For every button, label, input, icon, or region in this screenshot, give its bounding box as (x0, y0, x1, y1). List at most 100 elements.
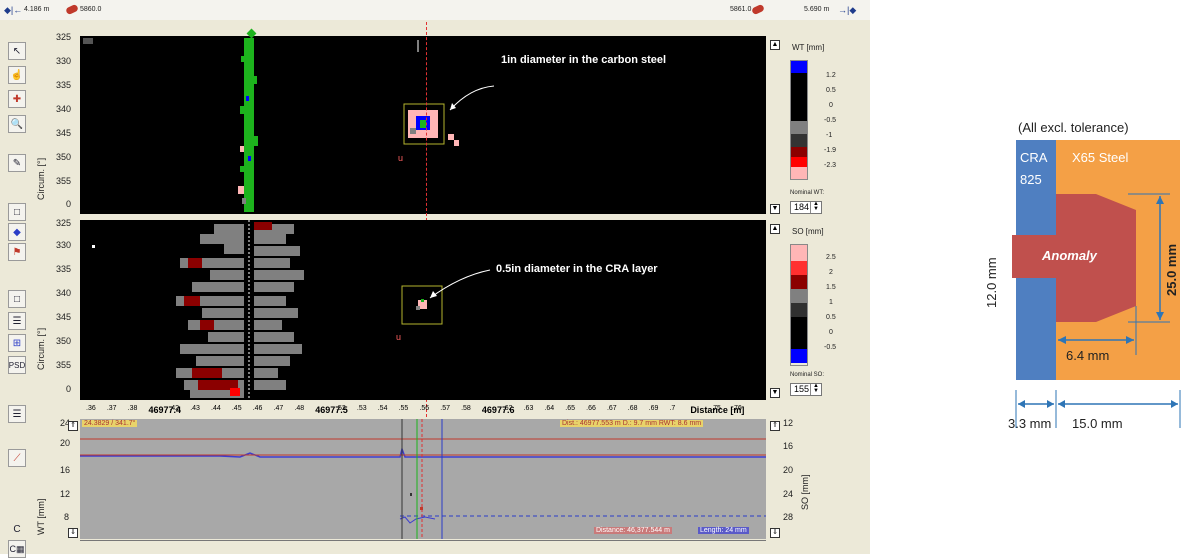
distance-tick: .75 (711, 405, 721, 412)
left-arrow-icon[interactable]: ◆|← (4, 5, 23, 15)
hand-select-icon[interactable]: ☝ (8, 66, 26, 84)
profile-plot-svg (80, 419, 766, 539)
right-distance-label: 5.690 m (804, 6, 830, 13)
so-defect-box[interactable] (401, 285, 443, 325)
wt-defect (408, 110, 459, 146)
flag-icon[interactable]: ⚑ (8, 243, 26, 261)
right-arrow-icon[interactable]: →|◆ (838, 5, 857, 15)
distance-tick: 46977.4 (148, 405, 182, 415)
rect-icon[interactable]: □ (8, 203, 26, 221)
wt-nominal-spinner[interactable]: 184 ▲ ▼ (790, 201, 822, 214)
split-icon[interactable]: ☰ (8, 312, 26, 330)
wt-legend-swatch (791, 73, 807, 121)
left-marker-icon (65, 3, 79, 16)
grid-icon[interactable]: ⊞ (8, 334, 26, 352)
so-scroll-down-icon[interactable]: ▼ (770, 388, 780, 398)
dim-height-left: 12.0 mm (984, 257, 999, 308)
line-tool-icon[interactable]: ⟋ (8, 449, 26, 467)
distance-tick: .76 (732, 405, 742, 412)
diamond-icon[interactable]: ◆ (8, 223, 26, 241)
left-toolbar: ↖ ☝ ✚ 🔍 ✎ □ ◆ ⚑ □ ☰ ⊞ PSD ☰ ⟋ C C▦ (0, 20, 34, 558)
wt-profile-line (80, 446, 766, 458)
so-nominal-value: 155 (793, 384, 809, 394)
wt-legend-bar (790, 60, 808, 180)
left-marker-label: 5860.0 (80, 6, 102, 13)
so-legend-swatch (791, 349, 807, 363)
wt-nominal-label: Nominal WT: (790, 190, 825, 196)
layout-icon[interactable]: ☰ (8, 405, 26, 423)
profile-left-scroll-up-icon[interactable]: ⇑ (68, 421, 78, 431)
distance-tick: .7 (669, 405, 676, 412)
distance-tick: .57 (440, 405, 450, 412)
so-legend-swatch (791, 317, 807, 349)
profile-scroll-up-icon[interactable]: ⇑ (770, 421, 780, 431)
wt-annotation: 1in diameter in the carbon steel (501, 54, 667, 66)
so-legend-swatch (791, 289, 807, 303)
distance-tick: .66 (586, 405, 596, 412)
distance-tick: .48 (294, 405, 305, 412)
wt-defect-box[interactable] (403, 103, 445, 145)
profile-plot[interactable]: 24.3829 / 341.7° Dist.: 46977.553 m D.: … (80, 419, 766, 539)
so-legend-title: SO [mm] (792, 227, 824, 236)
distance-tick: .52 (336, 405, 346, 412)
wt-legend-swatch (791, 121, 807, 134)
distance-tick: .65 (565, 405, 576, 412)
annotate-icon[interactable]: ✎ (8, 154, 26, 172)
bottom-ruler (80, 540, 766, 553)
distance-tick: .58 (461, 405, 471, 412)
length-readout: Length: 24 mm (698, 527, 749, 534)
spinner-arrows-icon[interactable]: ▲ ▼ (810, 383, 821, 395)
diagram-header: (All excl. tolerance) (1018, 120, 1129, 135)
right-marker-label: 5861.0 (730, 6, 752, 13)
wt-weld-seam (238, 38, 258, 212)
inspection-app-window: ◆|← 4.186 m 5860.0 5861.0 5.690 m →|◆ ↖ … (0, 0, 870, 558)
c-grid-icon[interactable]: C▦ (8, 540, 26, 558)
pointer-icon[interactable]: ↖ (8, 42, 26, 60)
marker-select-icon[interactable]: ✚ (8, 90, 26, 108)
info-label: Dist.: 46977.553 m D.: 9.7 mm RWT: 8.6 m… (560, 420, 704, 427)
distance-tick: .62 (502, 405, 513, 412)
wt-legend-swatch (791, 167, 807, 179)
wt-y-axis-label: Circum. [°] (36, 157, 46, 200)
so-legend-swatch (791, 275, 807, 289)
psd-icon[interactable]: PSD (8, 356, 26, 374)
distance-tick: .54 (377, 405, 388, 412)
top-ruler: ◆|← 4.186 m 5860.0 5861.0 5.690 m →|◆ (0, 0, 870, 20)
so-dip-line (399, 516, 436, 524)
distance-tick: .38 (127, 405, 138, 412)
wt-annotation-arrow (449, 85, 495, 111)
profile-scroll-down-icon[interactable]: ⇓ (770, 528, 780, 538)
distance-tick: .37 (106, 405, 117, 412)
zoom-icon[interactable]: 🔍 (8, 115, 26, 133)
wt-nominal-value: 184 (793, 202, 809, 212)
wt-legend-swatch (791, 134, 807, 147)
dim-depth-label: 6.4 mm (1066, 348, 1110, 363)
so-annotation: 0.5in diameter in the CRA layer (496, 263, 658, 275)
distance-readout: Distance: 46,377.544 m (594, 527, 672, 534)
distance-tick: .55 (398, 405, 409, 412)
wt-legend-swatch (791, 61, 807, 73)
cross-section-diagram: (All excl. tolerance) CRA 825 X65 Steel … (970, 110, 1182, 440)
dim-cra-label: 3.3 mm (1008, 416, 1052, 431)
distance-axis: .36 .37 .38 46977.4.42 .43 .44 .45 .46 .47 .48 469… (80, 404, 766, 418)
frame-icon[interactable]: □ (8, 290, 26, 308)
anomaly-shape (1012, 194, 1136, 322)
profile-left-scroll-down-icon[interactable]: ⇓ (68, 528, 78, 538)
spinner-arrows-icon[interactable]: ▲ ▼ (810, 201, 821, 213)
so-nominal-spinner[interactable]: 155 ▲ ▼ (790, 383, 822, 396)
wt-scroll-up-icon[interactable]: ▲ (770, 40, 780, 50)
distance-tick: .42 (169, 405, 180, 412)
so-heatmap[interactable]: u 0.5in diameter in the CRA layer (80, 220, 766, 400)
distance-tick: .68 (627, 405, 638, 412)
wt-scroll-down-icon[interactable]: ▼ (770, 204, 780, 214)
distance-tick: .36 (86, 405, 96, 412)
wt-heatmap[interactable]: u 1in diameter in the carbon steel (80, 36, 766, 214)
profile-left-label: WT [mm] (36, 498, 46, 535)
so-band-red (184, 258, 240, 396)
profile-right-label: SO [mm] (800, 474, 810, 511)
red-cursor-line (426, 22, 428, 417)
so-annotation-arrow (429, 269, 491, 299)
so-nominal-label: Nominal SO: (790, 372, 825, 378)
so-scroll-up-icon[interactable]: ▲ (770, 224, 780, 234)
c-icon[interactable]: C (13, 523, 21, 535)
